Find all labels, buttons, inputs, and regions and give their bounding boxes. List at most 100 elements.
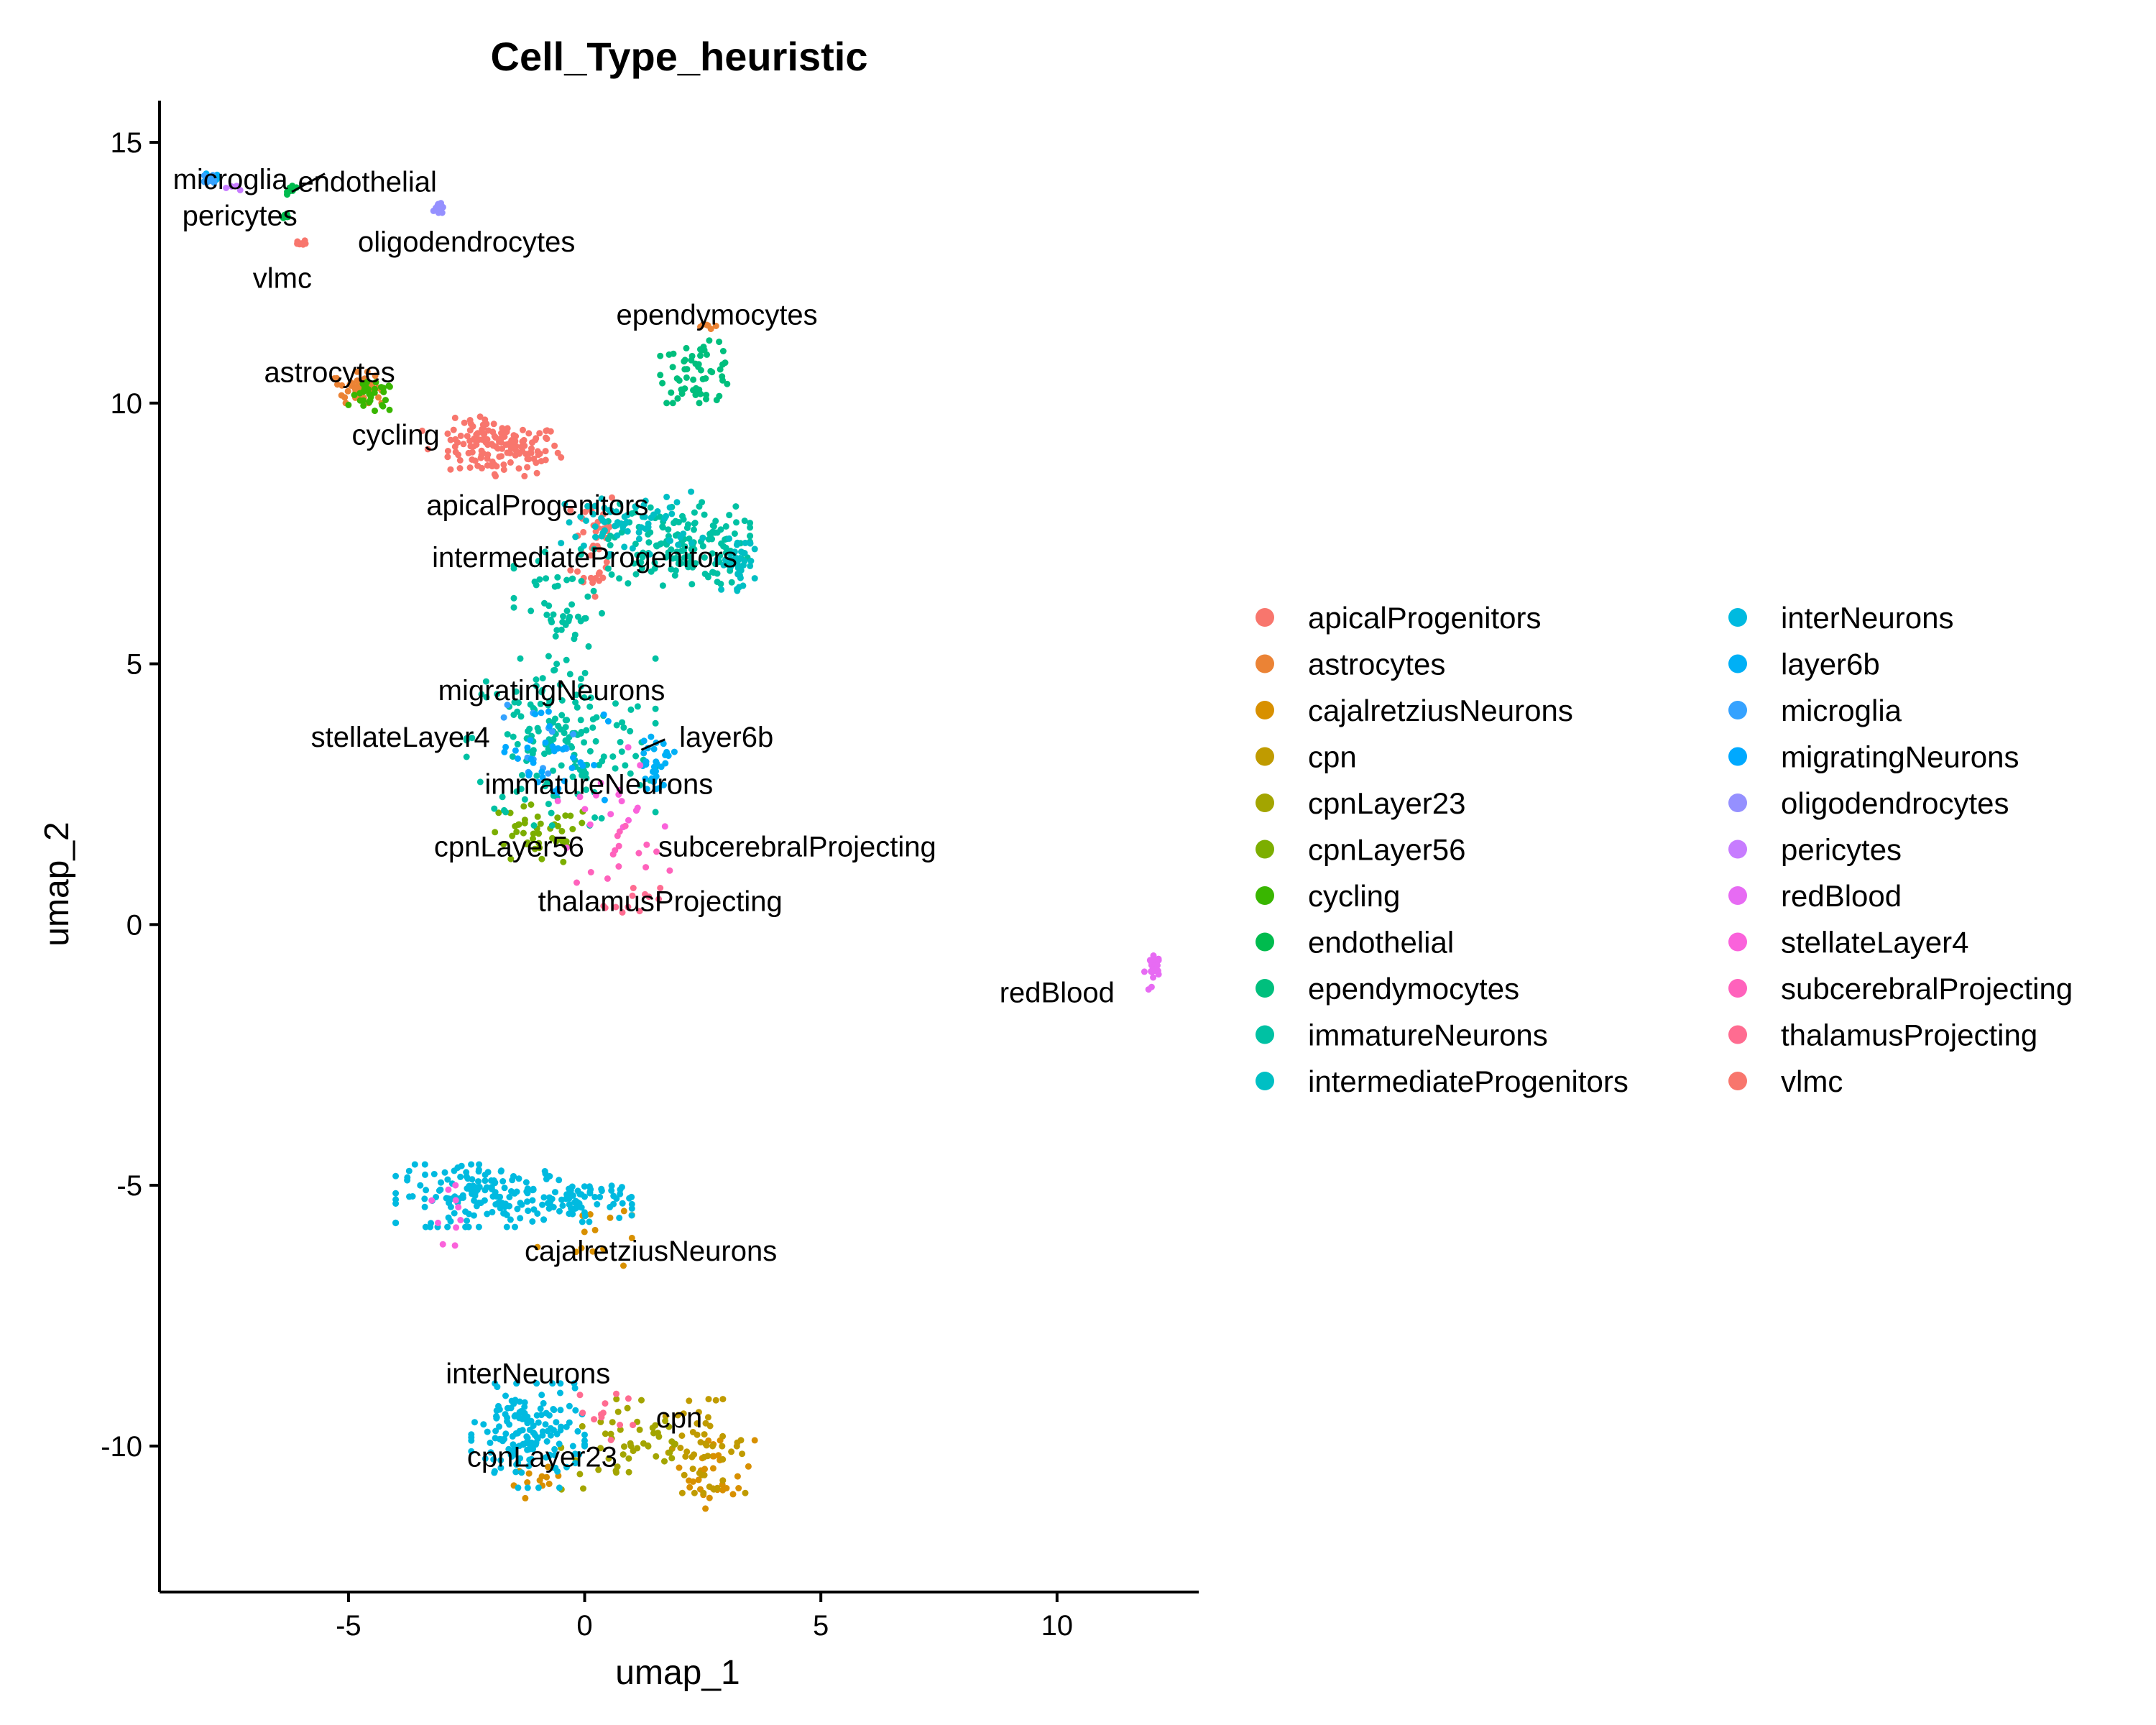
data-point xyxy=(579,1422,586,1430)
data-point xyxy=(733,541,740,548)
data-point xyxy=(371,389,378,396)
data-point xyxy=(538,768,545,776)
data-point xyxy=(500,461,507,468)
data-point xyxy=(492,1179,499,1186)
data-point xyxy=(623,518,630,525)
data-point xyxy=(747,533,754,539)
series-redBlood xyxy=(1141,952,1162,993)
cluster-label-cpnLayer23: cpnLayer23 xyxy=(467,1441,617,1473)
data-point xyxy=(694,1420,701,1427)
data-point xyxy=(742,1489,749,1496)
data-point xyxy=(423,1187,430,1194)
data-point xyxy=(364,368,371,375)
data-point xyxy=(533,581,540,589)
data-point xyxy=(548,822,556,829)
data-point xyxy=(525,430,533,437)
data-point xyxy=(681,1471,688,1478)
data-point xyxy=(616,575,623,582)
data-point xyxy=(619,908,626,916)
data-point xyxy=(734,564,742,571)
data-point xyxy=(513,828,520,835)
data-point xyxy=(653,1453,660,1460)
legend-key xyxy=(1728,794,1747,812)
data-point xyxy=(598,815,605,822)
data-point xyxy=(544,779,550,786)
data-point xyxy=(714,556,721,564)
data-point xyxy=(614,1408,622,1415)
data-point xyxy=(581,1183,588,1190)
data-point xyxy=(444,1176,451,1183)
series-thalamusProjecting xyxy=(576,885,664,1443)
data-point xyxy=(710,523,717,530)
data-point xyxy=(504,702,511,709)
data-point xyxy=(482,1187,489,1194)
data-point xyxy=(567,507,574,514)
data-point xyxy=(533,1412,540,1419)
data-point xyxy=(691,520,699,526)
data-point xyxy=(575,613,581,620)
x-tick-label: -5 xyxy=(336,1610,361,1642)
data-point xyxy=(618,798,625,805)
data-point xyxy=(655,1433,663,1440)
data-point xyxy=(498,1167,505,1174)
data-point xyxy=(601,527,608,534)
data-point xyxy=(688,356,695,364)
data-point xyxy=(694,362,701,369)
data-point xyxy=(518,772,525,778)
data-point xyxy=(586,1218,593,1225)
data-point xyxy=(379,402,387,410)
data-point xyxy=(484,1428,491,1435)
data-point xyxy=(572,533,579,540)
data-point xyxy=(630,1448,637,1455)
data-point xyxy=(714,579,721,586)
x-tick-label: 10 xyxy=(1041,1610,1074,1642)
legend-label: endothelial xyxy=(1308,926,1454,960)
data-point xyxy=(673,499,681,506)
data-point xyxy=(697,367,704,374)
data-point xyxy=(646,551,653,558)
data-point xyxy=(602,904,609,911)
legend-key xyxy=(1728,608,1747,627)
data-point xyxy=(579,819,586,827)
data-point xyxy=(678,1432,686,1439)
data-point xyxy=(436,203,443,211)
data-point xyxy=(665,753,672,759)
data-point xyxy=(642,497,649,505)
cluster-label-pericytes: pericytes xyxy=(183,201,298,232)
data-point xyxy=(495,1199,502,1206)
data-point xyxy=(576,1450,583,1458)
data-point xyxy=(722,523,729,530)
data-point xyxy=(493,1407,500,1414)
data-point xyxy=(660,740,667,748)
data-point xyxy=(596,546,602,553)
data-point xyxy=(504,731,511,738)
data-point xyxy=(731,530,738,537)
data-point xyxy=(642,864,650,871)
data-point xyxy=(701,1453,707,1460)
data-point xyxy=(596,761,603,768)
data-point xyxy=(592,533,599,540)
data-point xyxy=(701,1466,709,1473)
data-point xyxy=(547,1425,554,1432)
data-point xyxy=(668,1455,676,1462)
data-point xyxy=(541,1168,548,1174)
data-point xyxy=(643,841,650,848)
data-point xyxy=(719,1486,727,1494)
data-point xyxy=(538,855,545,862)
data-point xyxy=(745,1463,752,1470)
data-point xyxy=(718,586,725,593)
data-point xyxy=(610,1200,617,1208)
data-point xyxy=(501,806,507,814)
data-point xyxy=(569,575,576,582)
data-point xyxy=(568,1183,576,1190)
data-point xyxy=(492,1427,499,1435)
data-point xyxy=(689,1466,696,1473)
data-point xyxy=(512,823,519,829)
data-point xyxy=(507,1216,514,1223)
data-point xyxy=(645,530,652,538)
legend-key xyxy=(1728,979,1747,998)
data-point xyxy=(659,582,666,589)
data-point xyxy=(668,510,676,518)
data-point xyxy=(484,1210,491,1218)
series-cpnLayer56 xyxy=(492,801,586,865)
